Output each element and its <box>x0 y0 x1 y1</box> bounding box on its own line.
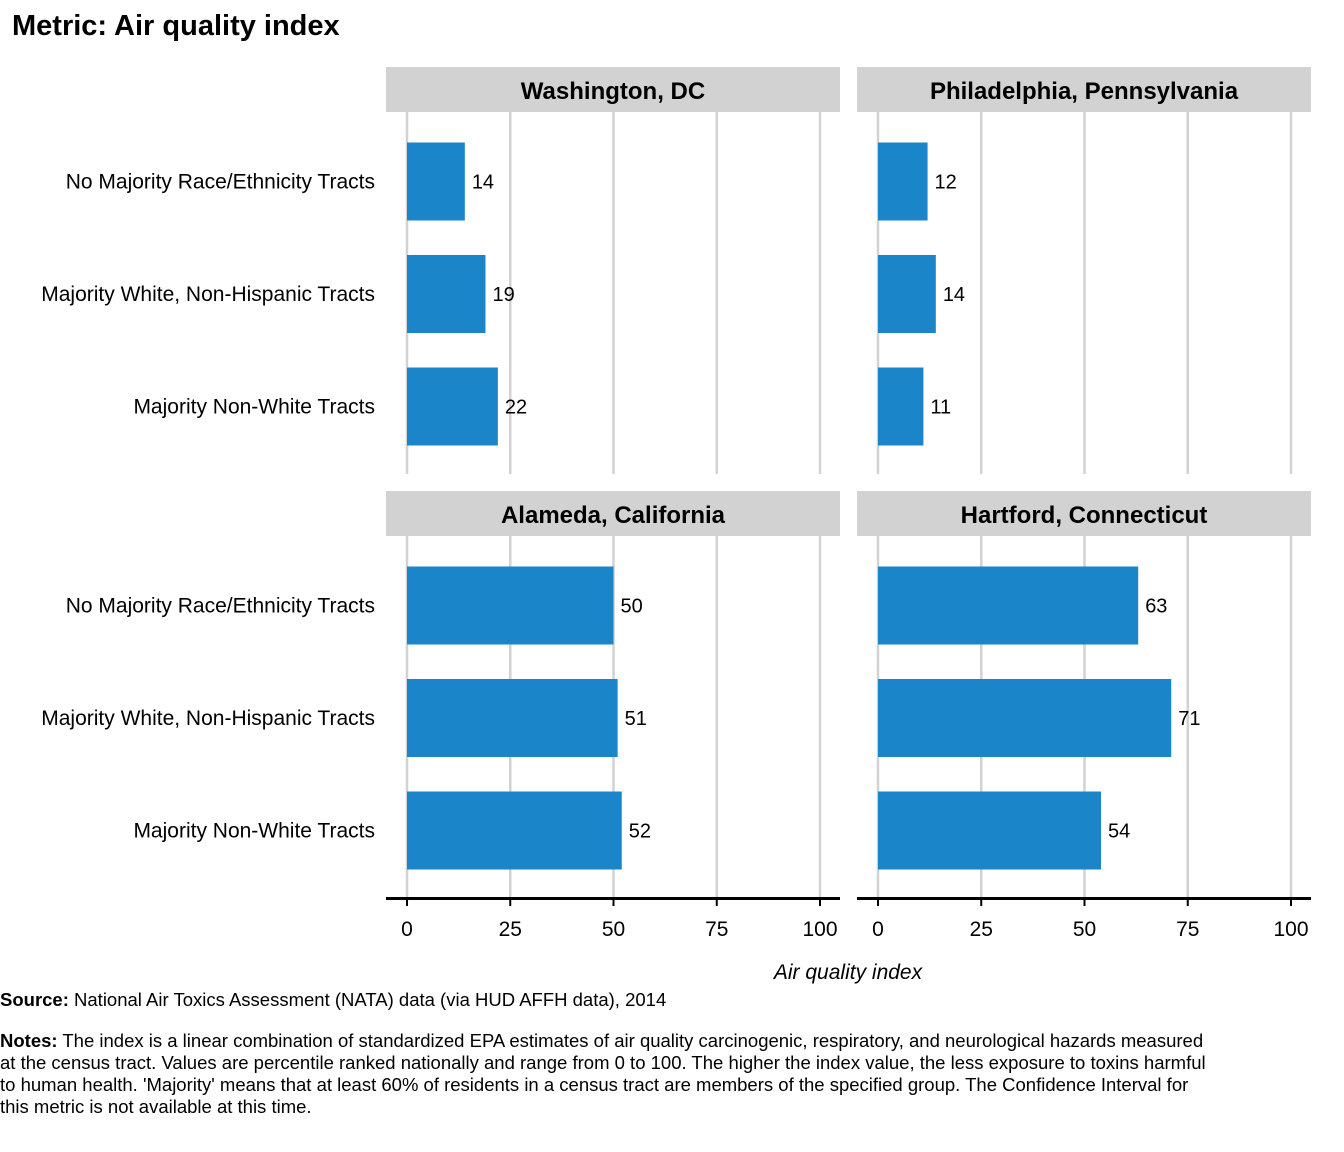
data-label: 14 <box>943 284 965 306</box>
x-tick-label: 50 <box>602 918 625 941</box>
category-label: Majority Non-White Tracts <box>133 820 375 843</box>
notes-label: Notes: <box>0 1030 58 1051</box>
data-label: 51 <box>625 708 647 730</box>
x-axis-title: Air quality index <box>772 961 924 984</box>
faceted-bar-chart: Washington, DC 14 19 22 No Majority Race/Eth… <box>41 67 1311 984</box>
category-label: Majority White, Non-Hispanic Tracts <box>41 707 375 730</box>
bar <box>878 791 1102 870</box>
category-label: No Majority Race/Ethnicity Tracts <box>66 595 375 618</box>
source-label: Source: <box>0 989 69 1010</box>
bar <box>407 791 622 870</box>
panel-strip <box>386 67 840 112</box>
panel-title: Alameda, California <box>501 502 726 529</box>
notes-text: The index is a linear combination of sta… <box>0 1030 1206 1117</box>
data-label: 50 <box>621 596 643 618</box>
panel-title: Philadelphia, Pennsylvania <box>930 78 1239 105</box>
x-tick-label: 50 <box>1073 918 1096 941</box>
data-label: 54 <box>1108 821 1130 843</box>
panel-strip <box>857 491 1311 536</box>
data-label: 19 <box>492 284 514 306</box>
chart-title: Metric: Air quality index <box>12 10 340 42</box>
category-label: No Majority Race/Ethnicity Tracts <box>66 171 375 194</box>
bar <box>407 142 465 221</box>
source-text: National Air Toxics Assessment (NATA) da… <box>68 989 667 1010</box>
x-tick-label: 100 <box>1273 918 1308 941</box>
bar <box>878 566 1139 645</box>
x-tick-label: 0 <box>401 918 413 941</box>
bar <box>407 367 498 446</box>
source-note: Source: National Air Toxics Assessment (… <box>0 989 1320 1011</box>
category-label: Majority White, Non-Hispanic Tracts <box>41 283 375 306</box>
bar <box>878 142 928 221</box>
notes: Notes: The index is a linear combination… <box>0 1030 1220 1118</box>
x-tick-label: 0 <box>872 918 884 941</box>
bar <box>878 367 924 446</box>
bar <box>878 255 936 333</box>
x-tick-label: 75 <box>1176 918 1199 941</box>
bar <box>878 679 1172 757</box>
data-label: 14 <box>472 172 494 194</box>
data-label: 12 <box>935 172 957 194</box>
panel-strip <box>857 67 1311 112</box>
bar <box>407 679 618 757</box>
data-label: 11 <box>930 397 951 419</box>
data-label: 71 <box>1178 708 1200 730</box>
panel-strip <box>386 491 840 536</box>
data-label: 52 <box>629 821 651 843</box>
x-tick-label: 25 <box>970 918 993 941</box>
panel-title: Washington, DC <box>521 78 705 105</box>
bar <box>407 255 486 333</box>
x-tick-label: 25 <box>499 918 522 941</box>
bar <box>407 566 614 645</box>
panel-title: Hartford, Connecticut <box>961 502 1208 529</box>
x-tick-label: 75 <box>705 918 728 941</box>
x-tick-label: 100 <box>802 918 837 941</box>
data-label: 22 <box>505 397 527 419</box>
data-label: 63 <box>1145 596 1167 618</box>
category-label: Majority Non-White Tracts <box>133 396 375 419</box>
